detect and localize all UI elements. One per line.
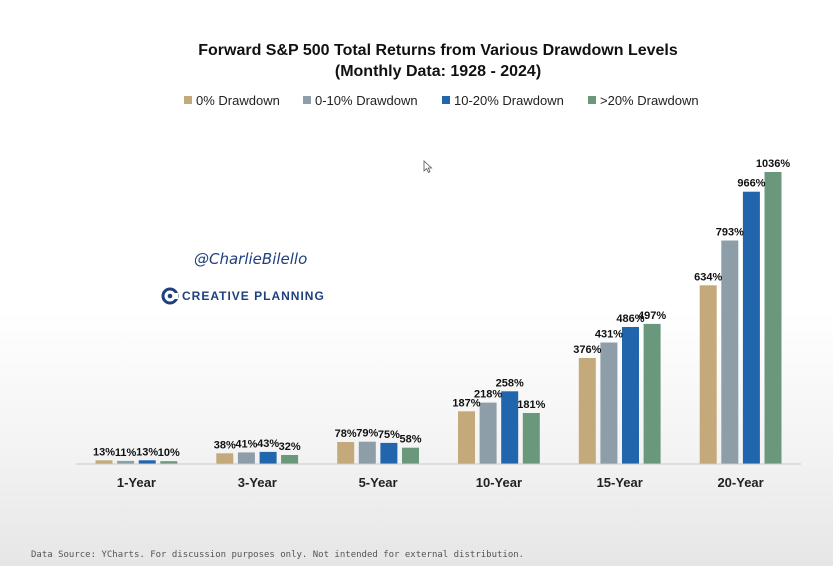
legend-label: >20% Drawdown	[600, 93, 699, 108]
data-label: 1036%	[756, 158, 790, 170]
watermark: @CharlieBilello CREATIVE PLANNING	[161, 250, 325, 305]
data-label: 43%	[257, 438, 279, 450]
data-label: 431%	[595, 329, 623, 341]
bar	[479, 402, 497, 464]
category-label: 1-Year	[117, 475, 156, 490]
category-label: 3-Year	[238, 475, 277, 490]
bars-group	[95, 172, 782, 464]
data-label: 486%	[616, 313, 644, 325]
bar	[259, 451, 277, 464]
bar	[281, 455, 299, 464]
bar	[742, 191, 760, 464]
bar	[237, 452, 255, 464]
bar	[643, 323, 661, 464]
bar	[501, 391, 519, 464]
legend-label: 10-20% Drawdown	[454, 93, 564, 108]
data-label: 38%	[214, 439, 236, 451]
bar	[380, 442, 398, 464]
data-label: 181%	[517, 399, 545, 411]
data-label: 75%	[378, 429, 400, 441]
data-label: 10%	[158, 447, 180, 459]
bar	[522, 413, 540, 464]
bar	[721, 240, 739, 464]
data-label: 793%	[716, 227, 744, 239]
bar	[160, 461, 178, 464]
bar	[138, 460, 156, 464]
bar	[764, 172, 782, 464]
creative-planning-logo-icon	[161, 287, 179, 305]
category-label: 5-Year	[359, 475, 398, 490]
data-label: 497%	[638, 310, 666, 322]
bar	[458, 411, 475, 464]
data-label: 78%	[335, 428, 357, 440]
cursor-pointer-icon	[423, 160, 433, 173]
source-note: Data Source: YCharts. For discussion pur…	[31, 550, 524, 560]
data-label: 13%	[136, 446, 158, 458]
category-labels-group: 1-Year 3-Year 5-Year 10-Year 15-Year 20-Year	[117, 475, 764, 490]
data-label: 79%	[356, 428, 378, 440]
value-labels-group: 13% 11% 13% 10%38% 41% 43% 32%78% 79% 75% 58%187%…	[93, 158, 790, 459]
bar	[402, 447, 419, 464]
data-label: 58%	[399, 434, 421, 446]
watermark-handle: @CharlieBilello	[194, 250, 307, 268]
data-label: 966%	[737, 178, 765, 190]
legend-label: 0-10% Drawdown	[315, 93, 418, 108]
data-label: 11%	[115, 447, 137, 459]
category-label: 20-Year	[717, 475, 763, 490]
legend-swatch	[442, 96, 450, 104]
legend-swatch	[184, 96, 192, 104]
data-label: 376%	[573, 344, 601, 356]
data-label: 13%	[93, 446, 115, 458]
legend-swatch	[588, 96, 596, 104]
data-label: 187%	[452, 397, 480, 409]
watermark-brand: CREATIVE PLANNING	[182, 289, 325, 303]
data-label: 634%	[694, 271, 722, 283]
data-label: 258%	[496, 377, 524, 389]
bar	[337, 442, 355, 464]
bar	[699, 285, 717, 464]
bar	[358, 441, 376, 464]
data-label: 218%	[474, 389, 502, 401]
category-label: 15-Year	[597, 475, 643, 490]
bar	[600, 342, 618, 464]
legend-label: 0% Drawdown	[196, 93, 280, 108]
bar	[117, 460, 135, 464]
chart-title-line-2: (Monthly Data: 1928 - 2024)	[335, 63, 541, 80]
category-label: 10-Year	[476, 475, 522, 490]
bar	[216, 453, 234, 464]
legend-swatch	[303, 96, 311, 104]
bar	[95, 460, 113, 464]
chart-title-line-1: Forward S&P 500 Total Returns from Vario…	[198, 42, 678, 59]
data-label: 41%	[235, 438, 257, 450]
bar	[622, 327, 639, 464]
legend: 0% Drawdown 0-10% Drawdown 10-20% Drawdown…	[184, 93, 699, 108]
bar	[578, 358, 596, 464]
data-label: 32%	[279, 441, 301, 453]
